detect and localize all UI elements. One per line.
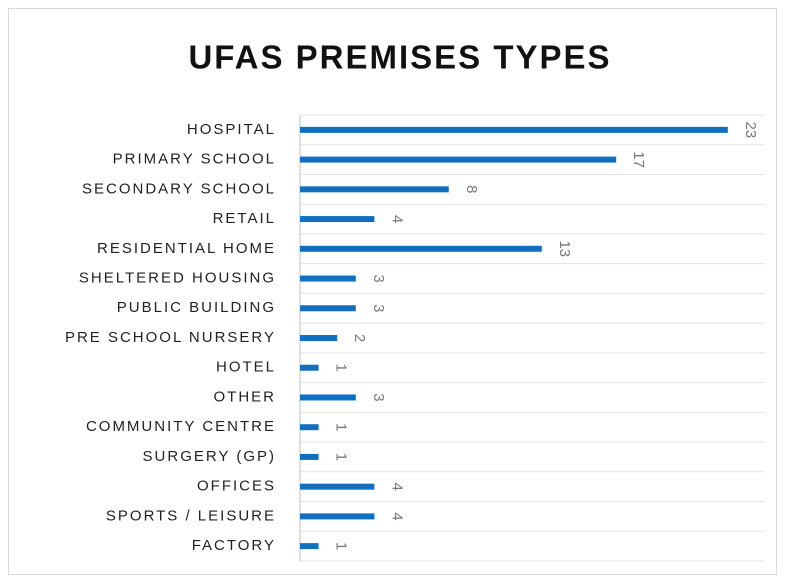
data-label: 8: [463, 185, 480, 193]
bar: [300, 543, 319, 550]
bar: [300, 245, 542, 252]
data-label: 1: [333, 453, 350, 461]
data-label: 17: [630, 151, 647, 168]
y-tick-label: PRIMARY SCHOOL: [113, 151, 276, 168]
data-label: 3: [370, 274, 387, 282]
data-label: 2: [351, 334, 368, 342]
chart-border: [8, 8, 777, 575]
bar: [300, 424, 319, 431]
bar: [300, 453, 319, 460]
bar: [300, 335, 338, 341]
data-label: 4: [388, 482, 405, 490]
data-label: 1: [333, 423, 350, 431]
y-tick-label: PRE SCHOOL NURSERY: [65, 329, 276, 346]
y-tick-label: PUBLIC BUILDING: [117, 299, 276, 316]
bar: [300, 126, 728, 133]
data-label: 3: [370, 304, 387, 312]
y-tick-label: RESIDENTIAL HOME: [97, 240, 276, 257]
y-tick-label: OTHER: [214, 388, 277, 405]
y-tick-label: HOSPITAL: [187, 121, 276, 138]
y-tick-label: HOTEL: [216, 359, 276, 376]
y-tick-label: SPORTS / LEISURE: [106, 507, 276, 524]
y-tick-label: SURGERY (GP): [143, 448, 276, 465]
y-tick-label: FACTORY: [192, 537, 276, 554]
y-tick-label: SHELTERED HOUSING: [79, 270, 276, 287]
bar: [300, 305, 356, 312]
bar: [300, 216, 375, 223]
data-label: 4: [388, 512, 405, 520]
bar: [300, 483, 375, 490]
chart-title: UFAS PREMISES TYPES: [188, 39, 611, 76]
data-label: 1: [333, 364, 350, 372]
y-tick-label: COMMUNITY CENTRE: [86, 418, 276, 435]
bar: [300, 186, 449, 193]
y-tick-label: OFFICES: [197, 478, 276, 495]
data-label: 3: [370, 393, 387, 401]
data-label: 4: [388, 215, 405, 223]
y-tick-label: SECONDARY SCHOOL: [82, 180, 276, 197]
bar: [300, 156, 617, 163]
bar: [300, 394, 356, 401]
y-tick-label: RETAIL: [213, 210, 276, 227]
data-label: 1: [333, 542, 350, 550]
bar: [300, 364, 319, 371]
bar: [300, 275, 356, 282]
bar: [300, 513, 375, 520]
data-label: 23: [742, 122, 759, 139]
data-label: 13: [556, 240, 573, 257]
